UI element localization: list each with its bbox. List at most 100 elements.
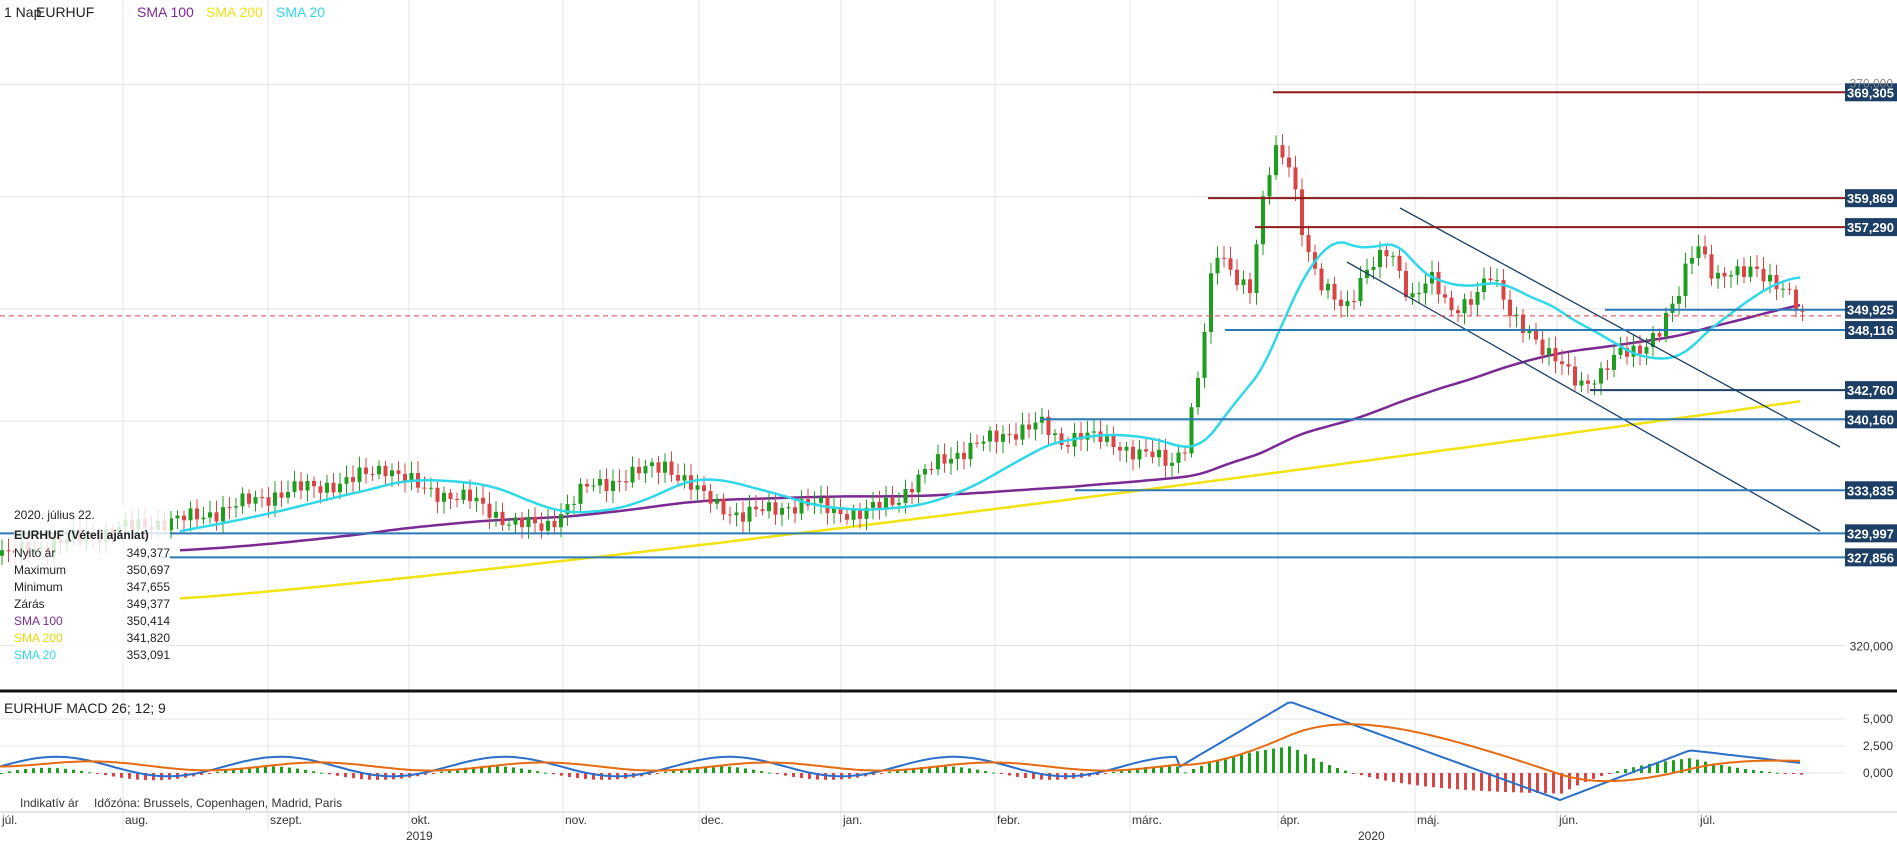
macd-histogram-bar — [288, 767, 291, 773]
candle-body — [760, 509, 765, 512]
candle-body — [1612, 354, 1616, 370]
candle-body — [1800, 310, 1805, 312]
macd-histogram-bar — [1528, 773, 1531, 793]
macd-histogram-bar — [1256, 751, 1259, 773]
candle-body — [923, 469, 927, 475]
candle-body — [1774, 275, 1779, 290]
trend-line-upper — [1399, 207, 1841, 448]
macd-histogram-bar — [736, 767, 739, 773]
candle-body — [1254, 244, 1259, 293]
candle-body — [1274, 145, 1278, 176]
candle-body — [273, 492, 277, 506]
candle-body — [403, 473, 407, 482]
candle-body — [1222, 257, 1226, 259]
candle-body — [1066, 445, 1070, 447]
macd-tick-label: 5,000 — [1863, 712, 1893, 726]
candle-body — [526, 516, 531, 528]
macd-histogram-bar — [1200, 765, 1203, 773]
macd-histogram-bar — [1488, 773, 1491, 792]
sma20-path — [179, 241, 1801, 533]
macd-histogram-bar — [1280, 747, 1283, 773]
candle-body — [552, 520, 557, 528]
price-label-box — [1845, 481, 1897, 500]
candle-body — [1787, 288, 1792, 290]
macd-histogram-bar — [1768, 771, 1771, 773]
candle-body — [1761, 268, 1766, 282]
info-label: Zárás — [14, 597, 45, 611]
info-row-max: Maximum 350,697 — [14, 562, 170, 579]
macd-histogram-bar — [920, 767, 923, 773]
candle-body — [780, 508, 784, 515]
macd-histogram-bar — [1376, 773, 1379, 779]
candle-body — [299, 481, 303, 491]
candle-body — [825, 497, 830, 513]
candle-body — [1495, 280, 1499, 282]
macd-histogram-bar — [784, 773, 787, 776]
macd-histogram-bar — [440, 771, 443, 773]
candle-body — [0, 550, 4, 556]
candle-body — [890, 497, 895, 505]
candle-body — [884, 497, 888, 510]
candle-body — [377, 465, 381, 475]
macd-histogram-bar — [984, 771, 987, 773]
price-label-box — [1845, 300, 1897, 319]
candle-body — [734, 512, 739, 516]
macd-histogram-bar — [960, 767, 963, 773]
candle-body — [1293, 167, 1298, 190]
macd-histogram-bar — [1136, 767, 1139, 773]
macd-histogram-bar — [88, 772, 91, 774]
candle-body — [1150, 451, 1155, 458]
candle-body — [1423, 283, 1428, 294]
macd-title: EURHUF MACD 26; 12; 9 — [4, 700, 166, 716]
macd-histogram-bar — [352, 773, 355, 779]
candle-body — [260, 497, 264, 499]
candle-body — [682, 475, 687, 481]
macd-histogram-bar — [688, 767, 691, 773]
candle-body — [643, 466, 648, 474]
candle-body — [1768, 275, 1772, 282]
info-panel: 2020. július 22. EURHUF (Vételi ajánlat)… — [14, 505, 170, 664]
macd-histogram-bar — [1800, 773, 1803, 775]
candle-body — [1319, 268, 1324, 291]
candle-body — [1534, 330, 1538, 340]
macd-histogram-bar — [536, 771, 539, 773]
legend-sma100: SMA 100 — [137, 4, 194, 20]
candle-body — [1527, 330, 1532, 334]
candle-body — [728, 514, 732, 516]
candle-body — [1417, 293, 1421, 295]
candle-body — [1664, 312, 1668, 337]
candle-body — [1514, 314, 1519, 316]
macd-histogram-bar — [1504, 773, 1507, 792]
info-value: 349,377 — [126, 546, 170, 560]
info-label: SMA 200 — [14, 631, 63, 645]
macd-histogram-bar — [1720, 765, 1723, 773]
candle-body — [1618, 348, 1623, 355]
macd-histogram-bar — [1736, 767, 1739, 773]
price-label-text: 369,305 — [1847, 85, 1894, 100]
macd-histogram-bar — [280, 766, 283, 773]
macd-histogram-bar — [480, 766, 483, 773]
macd-histogram-bar — [256, 766, 259, 773]
info-instrument: EURHUF (Vételi ajánlat) — [14, 528, 149, 542]
candle-body — [981, 441, 986, 444]
candle-body — [500, 511, 505, 525]
macd-histogram-bar — [216, 771, 219, 773]
macd-histogram-bar — [344, 773, 347, 778]
price-label-text: 333,835 — [1847, 483, 1894, 498]
price-label-box — [1845, 410, 1897, 429]
macd-histogram-bar — [1312, 758, 1315, 773]
macd-histogram-bar — [1240, 754, 1243, 773]
macd-histogram-bar — [792, 773, 795, 777]
macd-histogram-bar — [1192, 768, 1195, 773]
price-label-text: 359,869 — [1847, 191, 1894, 206]
candle-body — [565, 504, 570, 515]
x-tick-label: júl. — [1, 813, 17, 827]
macd-histogram-bar — [512, 767, 515, 773]
macd-histogram-bar — [112, 773, 115, 777]
candle-body — [793, 507, 797, 514]
candle-body — [546, 520, 550, 531]
candle-body — [1735, 266, 1740, 276]
macd-histogram-bar — [224, 770, 227, 773]
macd-histogram-bar — [1184, 772, 1187, 774]
